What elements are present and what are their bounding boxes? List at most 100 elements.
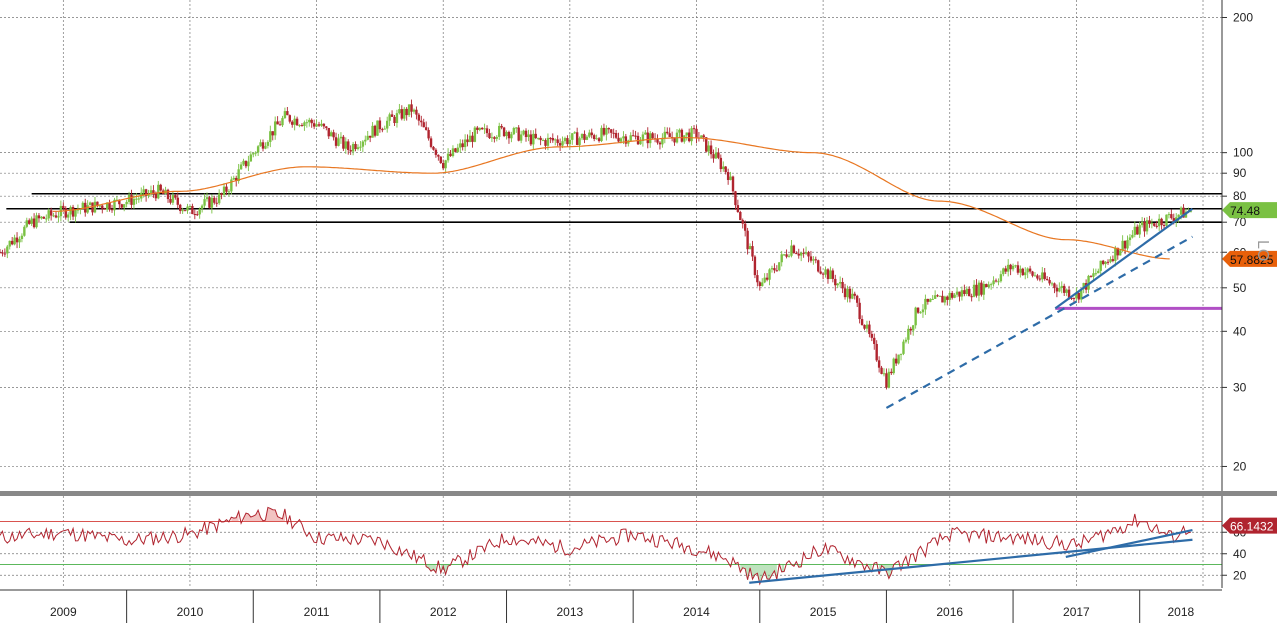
candle-down [880,367,883,374]
candle-down [1123,240,1127,249]
candle-up [1075,292,1078,299]
candle-up [446,153,450,161]
candle-down [870,333,874,338]
candle-down [427,129,430,139]
candle-down [32,218,36,228]
candle-up [546,137,550,146]
candle-down [1021,268,1024,276]
candle-up [20,235,24,240]
candle-down [28,220,31,224]
candle-up [407,104,411,116]
candle-up [1087,275,1090,290]
candle-up [6,246,9,254]
candle-up [115,199,119,201]
candle-up [398,109,401,114]
candle-up [1099,260,1102,271]
candle-down [958,291,961,297]
candle-down [751,246,754,257]
candle-down [64,208,67,218]
candle-down [841,282,844,289]
candle-down [354,143,357,150]
candle-up [339,136,343,139]
candle-up [137,198,141,200]
candle-up [690,128,693,142]
candle-down [873,337,876,344]
candle-down [101,205,104,209]
candle-down [295,118,299,126]
candle-down [583,133,586,140]
candle-down [863,325,866,329]
candle-down [994,280,998,282]
rsi-last-label: 66.1432 [1230,520,1274,534]
candle-down [0,252,2,254]
candle-down [1004,268,1007,272]
candle-down [702,135,705,138]
candle-down [1028,268,1032,272]
candle-up [1128,237,1132,241]
candle-up [1179,207,1183,215]
candle-down [213,197,216,203]
candle-up [989,284,993,286]
candle-down [724,166,727,173]
candle-down [327,127,330,137]
candle-down [191,205,194,215]
candle-up [977,282,981,296]
candle-up [186,206,189,211]
candle-down [758,282,761,287]
candle-up [242,160,245,165]
candle-down [454,148,457,152]
candle-down [634,135,637,137]
candle-down [612,132,615,134]
x-tick-label: 2013 [556,605,583,619]
candle-up [522,130,525,135]
candle-up [93,201,97,213]
x-tick-label: 2016 [936,605,963,619]
candle-up [1060,285,1063,289]
candle-down [120,204,123,208]
candle-up [329,132,333,137]
price-trendline [1054,207,1194,310]
candle-down [1101,260,1105,265]
candle-up [266,141,270,146]
candle-up [18,239,21,243]
candle-up [965,288,968,295]
candle-down [792,245,796,254]
candle-down [856,295,859,303]
candle-up [210,197,214,208]
candle-down [276,121,279,125]
candle-down [461,143,464,148]
candle-down [220,193,223,196]
candle-up [47,210,50,219]
candle-down [312,123,316,127]
candle-down [420,120,423,123]
price-tick-label: 30 [1233,380,1247,394]
candle-down [130,194,133,205]
candle-up [149,190,153,194]
candle-up [902,341,905,354]
candle-down [471,135,474,142]
candle-down [539,137,542,141]
candle-down [368,135,372,138]
candle-down [317,124,321,126]
candle-up [1050,283,1054,285]
candle-up [1177,214,1180,218]
candle-up [865,324,869,329]
price-tick-label: 40 [1233,324,1247,338]
candle-down [775,270,779,272]
candle-down [1136,226,1139,235]
candle-down [96,201,99,206]
candle-down [602,127,606,135]
candle-down [549,137,552,139]
rsi-trendline [749,538,1193,584]
candle-down [332,132,335,138]
x-axis: 2009 2010 2011 2012 2013 2014 2015 2016 2017 2018 [0,589,1222,623]
candle-down [692,128,696,130]
candle-up [40,216,43,219]
candle-down [159,184,162,191]
price-tick-label: 90 [1233,166,1247,180]
candle-down [174,195,177,198]
candle-down [1160,218,1163,226]
candle-down [631,135,635,137]
candle-down [1106,261,1110,263]
